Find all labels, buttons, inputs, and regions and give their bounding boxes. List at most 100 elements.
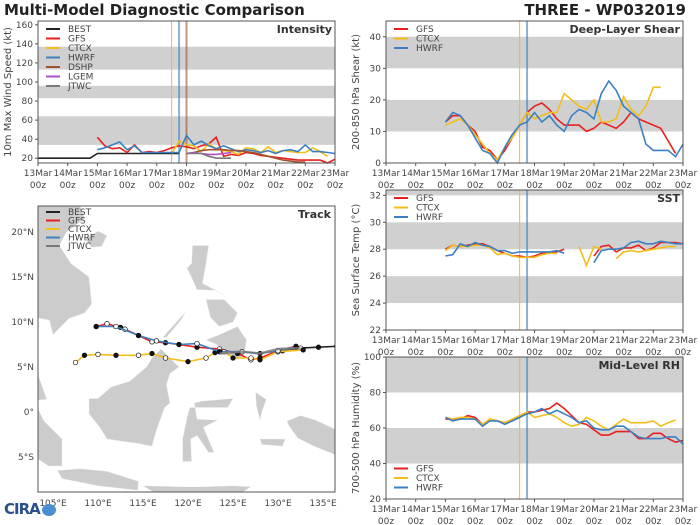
track-point-ctcx xyxy=(230,355,236,361)
x-tick-label: 00z xyxy=(556,181,572,191)
x-tick-label: 19Mar xyxy=(550,169,579,179)
x-tick-label: 15Mar xyxy=(83,169,112,179)
landmass-visayas xyxy=(205,299,238,327)
x-tick-label: 00z xyxy=(30,181,46,191)
y-tick-label: 22 xyxy=(370,326,381,336)
legend-label: HWRF xyxy=(68,54,95,64)
track-point-hwrf xyxy=(176,341,182,348)
x-tick-label: 18Mar xyxy=(520,169,549,179)
y-tick-label: 32 xyxy=(370,191,381,201)
legend-label: GFS xyxy=(416,194,434,204)
x-tick-label: 00z xyxy=(645,517,661,525)
track-point-ctcx xyxy=(113,352,119,358)
lon-tick-label: 135°E xyxy=(309,499,337,509)
x-tick-label: 13Mar xyxy=(372,336,401,346)
x-tick-label: 00z xyxy=(149,181,165,191)
x-tick-label: 00z xyxy=(586,517,602,525)
series-line-ctcx xyxy=(171,140,329,157)
legend-label: HWRF xyxy=(416,484,443,494)
landmass-malay xyxy=(38,371,48,401)
panel-intensity: 20 40 60 80 100 120 140 160 13Mar 00z 14Mar 00z 15Ma… xyxy=(3,20,350,191)
legend-label: GFS xyxy=(416,465,434,475)
track-point-ctcx xyxy=(162,355,169,361)
x-tick-label: 00z xyxy=(467,348,483,358)
x-tick-label: 00z xyxy=(586,181,602,191)
x-tick-label: 00z xyxy=(437,181,453,191)
x-tick-label: 19Mar xyxy=(550,336,579,346)
x-tick-label: 19Mar xyxy=(550,505,579,515)
legend-label: JTWC xyxy=(67,242,91,252)
landmass-java xyxy=(57,468,139,491)
y-tick-label: 10 xyxy=(370,127,382,137)
track-point-ctcx xyxy=(300,347,306,353)
lat-tick-label: 5°S xyxy=(18,453,34,463)
y-tick-label: 80 xyxy=(370,389,382,399)
shaded-band xyxy=(386,190,683,196)
x-tick-label: 19Mar xyxy=(202,169,231,179)
lat-tick-label: 20°N xyxy=(11,228,34,238)
track-point-hwrf xyxy=(113,323,119,330)
y-tick-label: 100 xyxy=(364,353,381,363)
x-tick-label: 00z xyxy=(60,181,76,191)
track-line-ctcx xyxy=(75,349,304,364)
x-tick-label: 00z xyxy=(238,181,254,191)
x-tick-label: 15Mar xyxy=(431,169,460,179)
y-tick-label: 30 xyxy=(370,64,382,74)
y-tick-label: 160 xyxy=(16,21,33,31)
x-tick-label: 23Mar xyxy=(669,336,698,346)
lat-tick-label: 15°N xyxy=(11,273,34,283)
x-tick-label: 14Mar xyxy=(53,169,82,179)
shaded-band xyxy=(386,428,683,464)
x-tick-label: 00z xyxy=(616,517,632,525)
x-tick-label: 17Mar xyxy=(143,169,172,179)
y-axis-label: 10m Max Wind Speed (kt) xyxy=(3,27,14,157)
x-tick-label: 23Mar xyxy=(321,169,350,179)
x-tick-label: 13Mar xyxy=(24,169,53,179)
panel-sst: 22 24 26 28 30 32 13Mar 00z 14Mar 00z 15Mar 00z 16Ma… xyxy=(351,189,698,358)
y-tick-label: 28 xyxy=(370,245,382,255)
legend-label: CTCX xyxy=(416,474,440,484)
map-frame xyxy=(37,205,336,493)
x-tick-label: 21Mar xyxy=(609,169,638,179)
x-tick-label: 00z xyxy=(675,348,691,358)
series-line-hwrf xyxy=(444,79,684,165)
y-tick-label: 26 xyxy=(370,272,382,282)
panel-mid-level-rh: 20 40 60 80 100 13Mar 00z 14Mar 00z 15Mar 00z 16Mar… xyxy=(351,353,698,525)
landmass-luzon xyxy=(186,245,225,296)
x-tick-label: 00z xyxy=(616,181,632,191)
x-tick-label: 00z xyxy=(437,348,453,358)
landmass-borneo xyxy=(88,348,180,447)
x-tick-label: 00z xyxy=(556,348,572,358)
legend-label: GFS xyxy=(68,35,86,45)
series-line-hwrf xyxy=(593,240,683,264)
landmass-sumatra xyxy=(38,408,63,467)
y-axis-label: 200-850 hPa Shear (kt) xyxy=(351,34,362,150)
x-tick-label: 00z xyxy=(497,348,513,358)
x-tick-label: 00z xyxy=(378,517,394,525)
x-tick-label: 18Mar xyxy=(520,505,549,515)
lon-tick-label: 120°E xyxy=(174,499,202,509)
cira-logo: CIRA xyxy=(4,500,56,518)
x-tick-label: 20Mar xyxy=(580,169,609,179)
legend-label: CTCX xyxy=(416,35,440,45)
track-point-hwrf xyxy=(93,323,99,330)
series-line-jtwc xyxy=(186,152,232,159)
panel-track: Track 105°E 110°E 115°E 120°E 125°E 130°E 135°E… xyxy=(11,205,337,509)
series-line-hwrf xyxy=(97,133,336,155)
y-axis-label: Sea Surface Temp (°C) xyxy=(351,204,362,317)
x-tick-label: 21Mar xyxy=(609,336,638,346)
y-tick-label: 30 xyxy=(370,218,382,228)
x-tick-label: 00z xyxy=(178,181,194,191)
landmass-hainan xyxy=(85,230,108,248)
x-tick-label: 00z xyxy=(408,348,424,358)
x-tick-label: 00z xyxy=(119,181,135,191)
x-tick-label: 00z xyxy=(89,181,105,191)
x-tick-label: 22Mar xyxy=(639,336,668,346)
panel-title: Intensity xyxy=(277,23,332,36)
landmass-new-guinea xyxy=(286,415,335,455)
track-point-hwrf xyxy=(153,338,160,344)
lat-tick-label: 10°N xyxy=(11,318,34,328)
y-tick-label: 60 xyxy=(370,424,382,434)
legend-label: LGEM xyxy=(68,73,93,83)
